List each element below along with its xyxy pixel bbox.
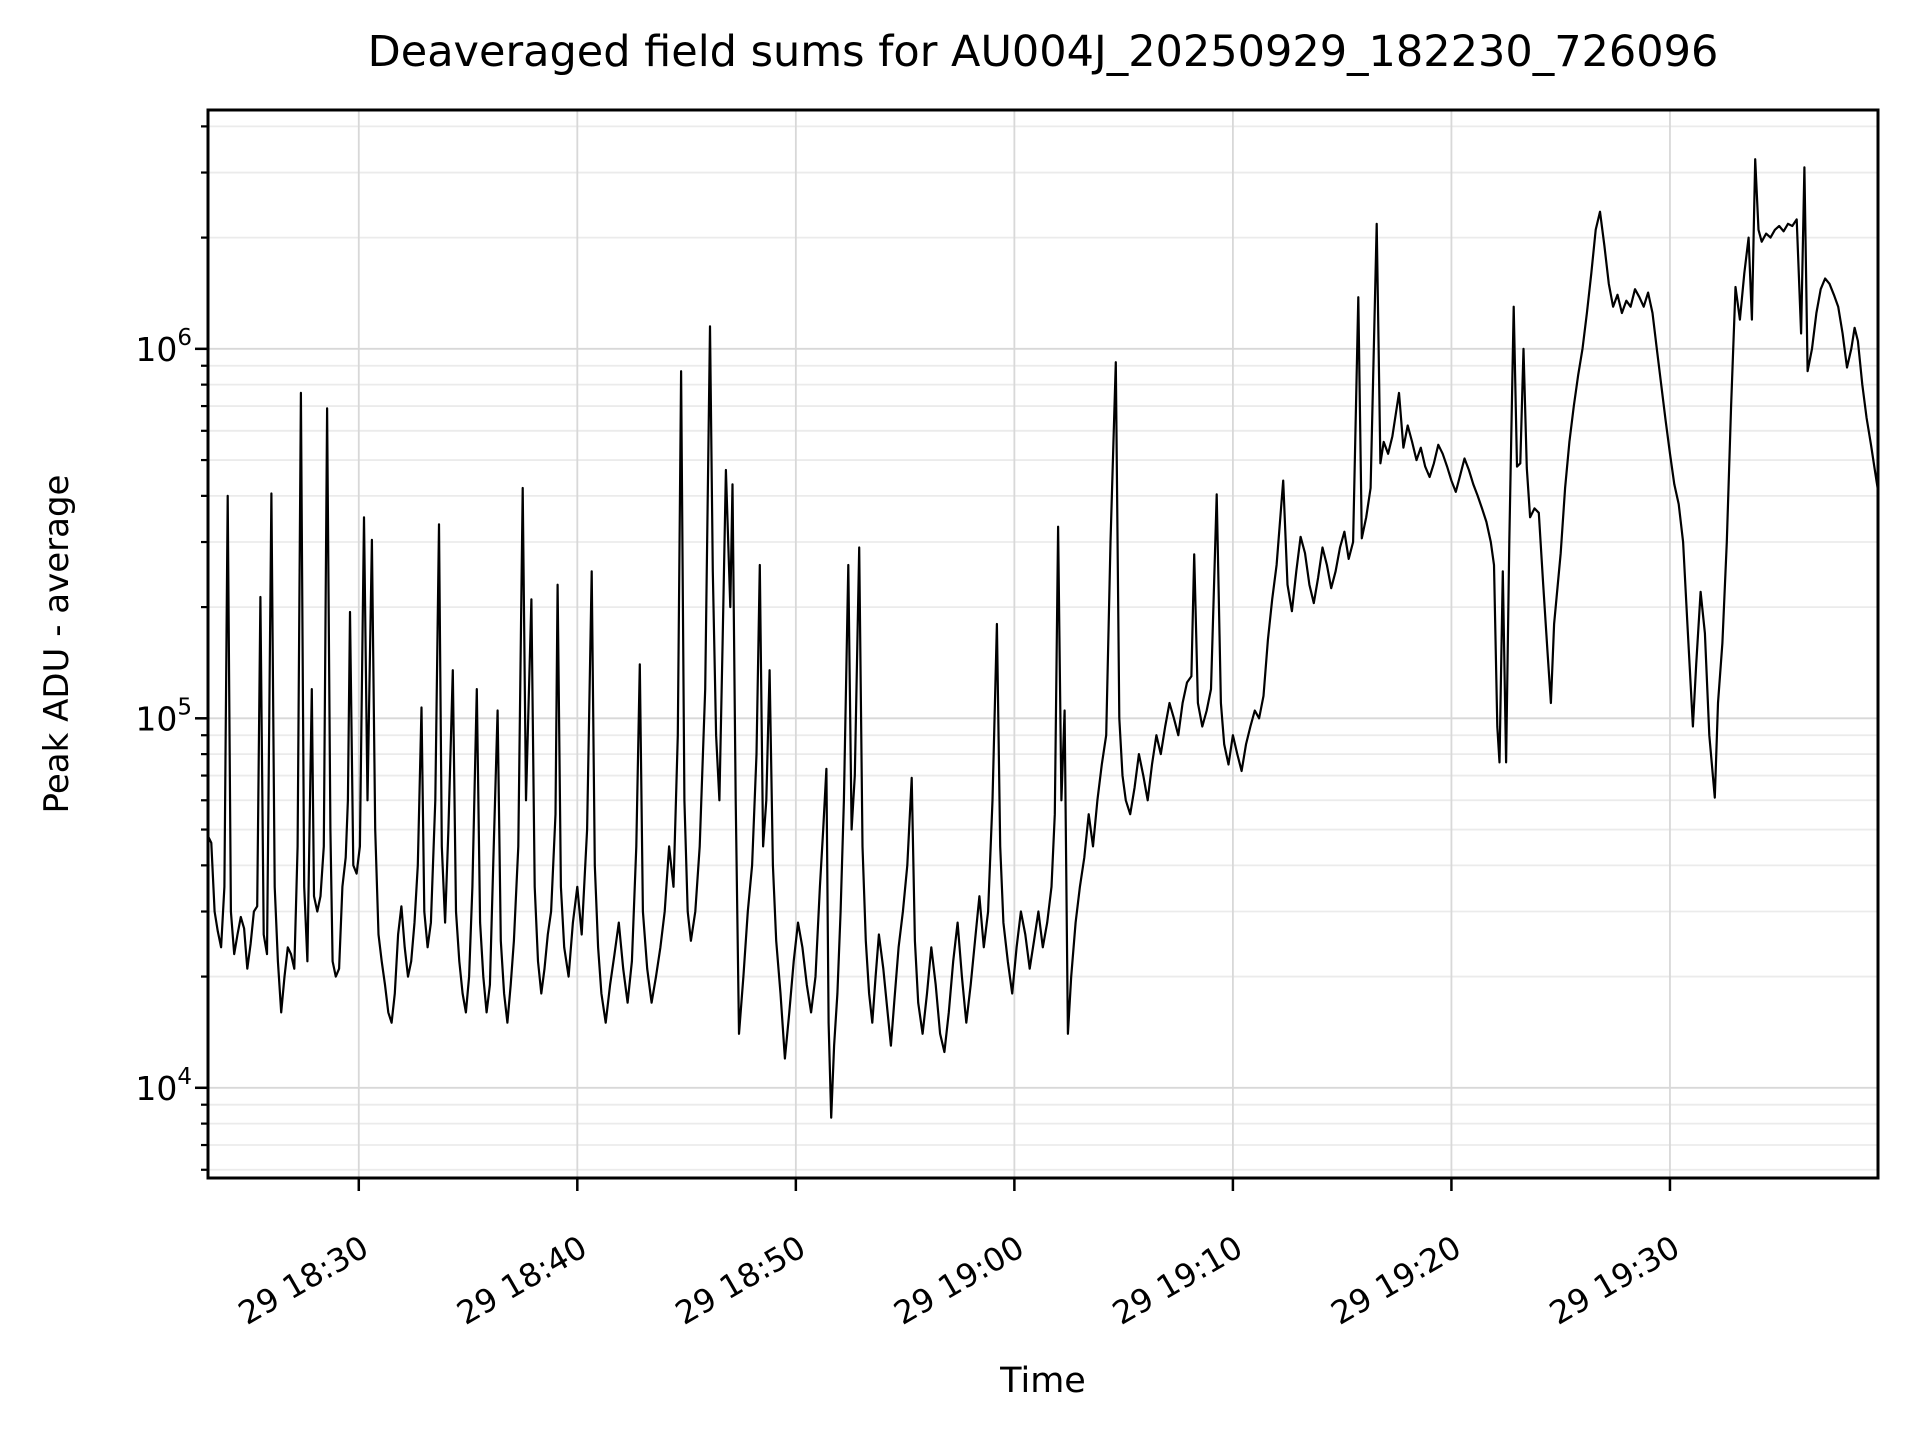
chart-title: Deaveraged field sums for AU004J_2025092… [368, 27, 1719, 77]
y-axis-label: Peak ADU - average [37, 475, 77, 814]
gridlines-minor [208, 125, 1878, 1171]
axis-ticks [195, 125, 1672, 1191]
x-tick-label: 29 19:00 [887, 1228, 1030, 1332]
y-tick-label: 105 [135, 694, 192, 738]
x-tick-label: 29 18:40 [450, 1228, 593, 1332]
x-tick-labels: 29 18:30 29 18:40 29 18:50 29 19:00 29 19:10… [232, 1228, 1686, 1332]
x-tick-label: 29 19:10 [1106, 1228, 1249, 1332]
axes-spines [206, 108, 1880, 1180]
data-line [208, 158, 1878, 1119]
x-tick-label: 29 18:50 [669, 1228, 812, 1332]
gridlines-vertical [357, 110, 1671, 1178]
y-tick-label: 104 [135, 1064, 192, 1108]
y-tick-label: 106 [135, 325, 192, 369]
x-axis-label: Time [999, 1361, 1086, 1401]
x-tick-label: 29 19:30 [1543, 1228, 1686, 1332]
gridlines-major [208, 347, 1878, 1089]
y-tick-labels: 104 105 106 [135, 325, 192, 1108]
x-tick-label: 29 18:30 [232, 1228, 375, 1332]
x-tick-label: 29 19:20 [1324, 1228, 1467, 1332]
